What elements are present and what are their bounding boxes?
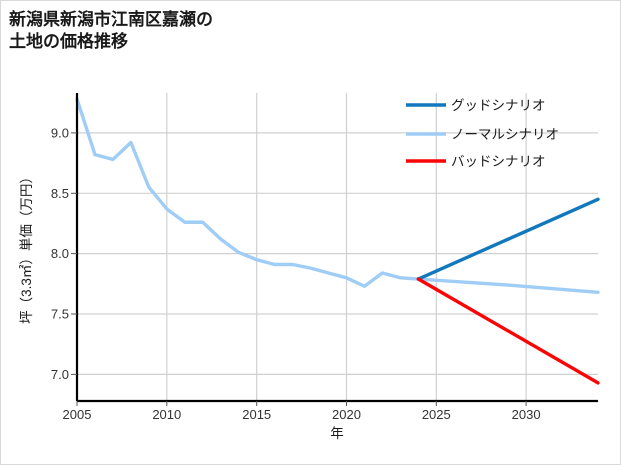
- legend-label: グッドシナリオ: [451, 98, 546, 113]
- legend-label: バッドシナリオ: [451, 154, 546, 169]
- x-tick-label: 2015: [242, 407, 271, 422]
- x-tick-label: 2025: [422, 407, 451, 422]
- axes-layer: [75, 93, 598, 403]
- series-layer: [75, 97, 600, 385]
- x-tick-label: 2005: [63, 407, 92, 422]
- y-tick-label: 8.5: [51, 186, 69, 201]
- y-tick-label: 7.0: [51, 367, 69, 382]
- page-title: 新潟県新潟市江南区嘉瀬の 土地の価格推移: [9, 10, 213, 52]
- series-line: [75, 97, 600, 294]
- x-axis-title: 年: [330, 426, 344, 441]
- x-tick-labels: 2005 2010 2015 2020 2025 2030: [63, 401, 541, 422]
- y-tick-labels: 7.0 7.5 8.0 8.5 9.0: [51, 125, 77, 382]
- x-tick-label: 2010: [152, 407, 181, 422]
- x-tick-label: 2020: [332, 407, 361, 422]
- gridlines: [77, 93, 598, 401]
- y-tick-label: 7.5: [51, 307, 69, 322]
- y-tick-label: 8.0: [51, 246, 69, 261]
- series-line: [416, 197, 600, 281]
- series-line: [416, 277, 600, 385]
- x-tick-label: 2030: [512, 407, 541, 422]
- y-tick-label: 9.0: [51, 125, 69, 140]
- legend-label: ノーマルシナリオ: [451, 127, 559, 142]
- y-axis-title: 坪（3.3㎡）単価（万円）: [19, 170, 34, 324]
